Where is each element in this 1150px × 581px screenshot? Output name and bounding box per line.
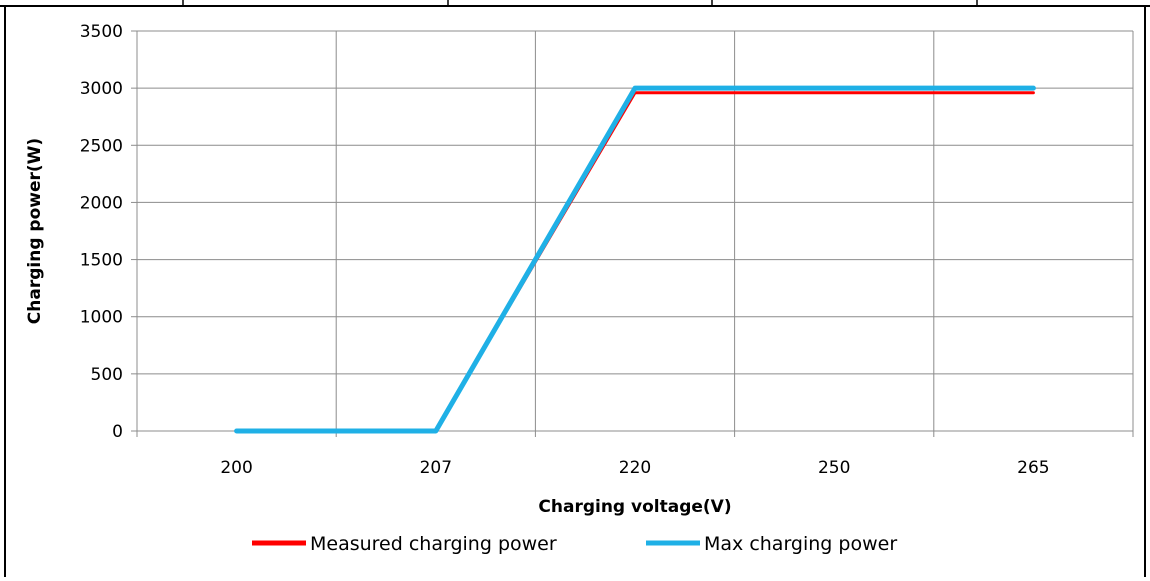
y-tick-label: 2000 [80, 193, 123, 213]
x-tick-label: 265 [1017, 458, 1049, 478]
y-axis-label: Charging power(W) [25, 138, 45, 324]
tick-labels: 0 500 1000 1500 2000 2500 3000 3500 200 207 220 250… [80, 22, 1050, 478]
series-line-measured [235, 91, 1035, 433]
legend: Measured charging power Max charging powe… [252, 533, 897, 555]
y-tick-label: 1000 [80, 308, 123, 328]
x-tick-label: 207 [420, 458, 452, 478]
y-tick-label: 1500 [80, 251, 123, 271]
series-lines [234, 85, 1036, 434]
series-line-max [234, 85, 1036, 434]
y-tick-label: 3500 [80, 22, 123, 42]
legend-label: Max charging power [704, 533, 897, 555]
y-tick-label: 0 [112, 422, 123, 442]
y-tick-label: 500 [91, 365, 123, 385]
x-tick-label: 250 [818, 458, 850, 478]
y-tick-label: 3000 [80, 79, 123, 99]
x-axis-label: Charging voltage(V) [538, 497, 731, 517]
legend-label: Measured charging power [310, 533, 557, 555]
x-tick-label: 220 [619, 458, 651, 478]
y-tick-label: 2500 [80, 136, 123, 156]
x-tick-label: 200 [220, 458, 252, 478]
